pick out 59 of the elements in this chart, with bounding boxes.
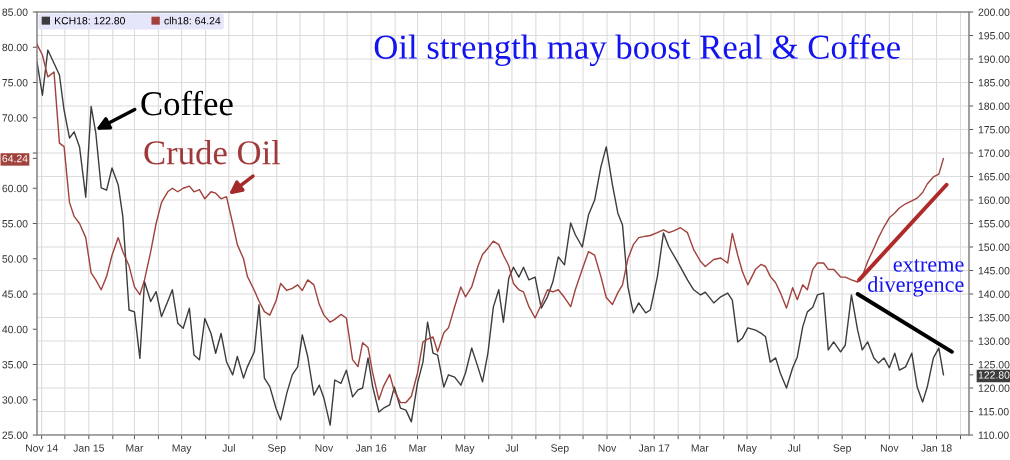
text: Oil strength may boost Real & Coffee [374,34,900,67]
y-tick-label: 64.24 [2,154,28,163]
x-tick-label: May [172,444,192,454]
y-tick-label: 35.00 [2,361,28,369]
x-tick-label: Nov [598,444,617,452]
y2-tick-label: 115.00 [978,408,1009,416]
x-tick-label: Jan 17 [638,444,670,452]
x-tick-label: Jan 15 [73,444,105,452]
x-tick-label: Mar [126,444,144,452]
y2-tick-label: 155.00 [978,220,1010,228]
y-tick-label: 75.00 [2,79,28,87]
legend-label: KCH18: 122.80 [55,17,126,25]
y-tick-label: 80.00 [2,43,28,52]
y-tick-label: 50.00 [2,255,28,263]
y2-tick-label: 175.00 [978,126,1010,134]
x-tick-label: Mar [409,444,427,452]
annotation: extreme divergence [868,259,964,297]
x-tick-label: Mar [691,444,709,452]
y2-tick-label: 200.00 [978,8,1010,16]
y-tick-label: 60.00 [2,184,28,193]
y-tick-label: 45.00 [2,290,28,298]
annotation: Crude Oil [144,140,281,165]
y2-tick-label: 122.80 [978,371,1010,379]
annotation: Coffee [141,90,233,116]
y2-tick-label: 185.00 [978,79,1010,87]
y2-tick-label: 120.00 [978,384,1010,392]
x-tick-label: Nov [315,444,334,452]
y2-tick-label: 150.00 [978,243,1010,251]
y2-tick-label: 180.00 [978,102,1010,110]
x-tick-label: Nov [880,444,899,452]
x-tick-label: Sep [267,444,286,454]
legend-label: clh18: 64.24 [164,16,221,25]
y2-tick-label: 170.00 [978,149,1010,157]
x-tick-label: Jan 16 [355,444,387,452]
x-tick-label: Jul [505,444,518,452]
x-tick-label: Sep [833,444,851,454]
y2-tick-label: 140.00 [978,290,1010,298]
y-tick-label: 55.00 [2,220,28,228]
x-tick-label: Jan 18 [921,444,952,452]
y2-tick-label: 125.00 [978,361,1010,369]
x-tick-label: Jul [787,444,801,452]
y2-tick-label: 165.00 [978,173,1010,181]
x-tick-label: May [455,444,475,454]
y-tick-label: 85.00 [2,8,28,16]
y2-tick-label: 110.00 [978,431,1009,439]
y2-tick-label: 160.00 [978,196,1010,204]
x-tick-label: May [738,444,757,454]
y2-tick-label: 190.00 [978,55,1010,63]
x-tick-label: Sep [551,444,569,454]
y-tick-label: 30.00 [2,396,28,404]
y2-tick-label: 145.00 [978,267,1010,275]
y2-tick-label: 130.00 [978,337,1010,345]
x-tick-label: Nov 14 [25,444,58,452]
y-tick-label: 40.00 [2,325,28,334]
y-tick-label: 70.00 [2,114,28,122]
x-tick-label: Jul [222,444,235,452]
y-tick-label: 25.00 [2,431,28,439]
y2-tick-label: 195.00 [978,32,1010,40]
y2-tick-label: 135.00 [978,314,1010,322]
